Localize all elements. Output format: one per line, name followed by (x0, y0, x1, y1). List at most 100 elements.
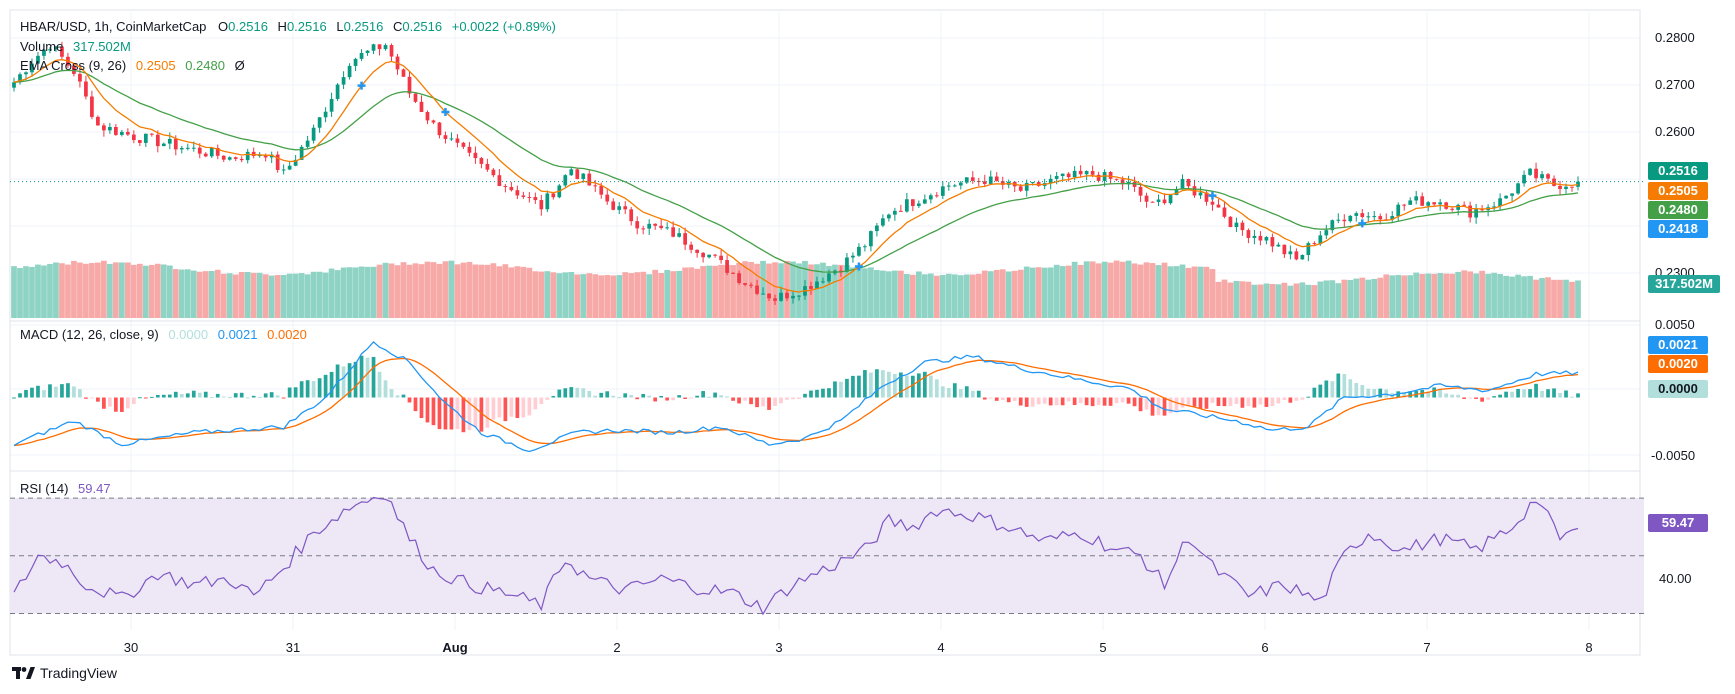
volume-bar (59, 263, 65, 318)
volume-bar (1287, 285, 1294, 318)
volume-bar (598, 275, 605, 318)
macd-hist-bar (48, 384, 52, 398)
volume-bar (724, 265, 730, 318)
macd-hist-bar (557, 389, 562, 398)
volume-bar (23, 266, 29, 318)
volume-bar (898, 270, 904, 318)
macd-hist-bar (749, 397, 753, 405)
volume-bar (490, 263, 497, 318)
volume-bar (981, 270, 988, 318)
candle-body (779, 292, 783, 301)
candle-body (431, 120, 436, 123)
volume-bar (508, 267, 515, 318)
volume-bar (892, 270, 898, 318)
macd-hist-bar (1234, 397, 1239, 404)
volume-bar (328, 268, 335, 318)
candle-body (329, 98, 334, 112)
volume-bar (1077, 264, 1084, 318)
volume-bar (1137, 264, 1144, 318)
candle-body (749, 284, 753, 286)
macd-hist-bar (1372, 388, 1377, 398)
macd-hist-bar (1540, 390, 1544, 398)
macd-hist-bar (479, 397, 484, 432)
candle-body (1510, 193, 1514, 196)
macd-hist-bar (1558, 393, 1562, 398)
candle-body (1408, 200, 1413, 205)
macd-hist-bar (851, 375, 855, 398)
macd-hist-bar (1318, 384, 1323, 398)
volume-bar (1551, 279, 1557, 318)
macd-hist-bar (257, 397, 262, 399)
volume-bar (706, 265, 712, 318)
candle-body (1474, 209, 1478, 218)
volume-bar (568, 271, 575, 318)
brand-logo[interactable]: TradingView (12, 665, 117, 681)
candle-body (473, 152, 478, 159)
volume-bar (400, 262, 407, 318)
volume-bar (83, 263, 89, 318)
macd-hist-bar (695, 395, 699, 398)
volume-bar (1245, 281, 1252, 318)
candle-body (335, 84, 340, 99)
candle-body (1102, 172, 1107, 181)
candle-body (1030, 182, 1035, 184)
volume-bar (430, 262, 437, 318)
macd-hist-bar (1402, 391, 1407, 398)
macd-hist-bar (209, 397, 214, 399)
candle-body (617, 206, 622, 210)
volume-bar (460, 262, 467, 318)
volume-bar (1521, 276, 1527, 318)
macd-hist-bar (988, 397, 993, 399)
volume-bar (640, 271, 647, 318)
candle-body (593, 185, 598, 187)
macd-hist-bar (155, 394, 160, 398)
macd-hist-bar (299, 381, 304, 398)
macd-hist-bar (167, 394, 172, 398)
macd-hist-bar (1138, 397, 1143, 412)
macd-hist-bar (1294, 397, 1299, 401)
macd-hist-bar (545, 397, 550, 400)
volume-bar (1197, 266, 1204, 318)
volume-bar (580, 274, 587, 318)
volume-bar (316, 271, 323, 318)
candle-body (875, 225, 879, 232)
candle-body (1018, 186, 1023, 191)
volume-bar (646, 274, 653, 318)
macd-hist-tag: 0.0000 (1648, 380, 1708, 398)
volume-bar (178, 269, 185, 318)
volume-bar (688, 267, 694, 318)
macd-hist-bar (1528, 389, 1532, 398)
macd-hist-bar (1474, 397, 1478, 399)
macd-hist-bar (281, 397, 286, 399)
macd-hist-bar (599, 392, 604, 398)
candle-body (137, 140, 142, 143)
macd-hist-bar (407, 397, 412, 403)
macd-hist-bar (1030, 397, 1035, 407)
candle-body (665, 227, 670, 229)
change-value: +0.0022 (+0.89%) (451, 19, 556, 34)
macd-hist-bar (527, 397, 532, 416)
volume-bar (538, 271, 545, 318)
candle-body (120, 131, 124, 135)
candle-body (599, 185, 604, 195)
candle-body (725, 260, 729, 273)
candle-body (419, 101, 424, 112)
macd-hist-bar (383, 380, 388, 398)
candle-body (1288, 251, 1293, 255)
volume-bar (993, 269, 1000, 318)
ema-label: EMA Cross (9, 26) (20, 58, 127, 73)
candle-body (677, 233, 682, 237)
volume-bar (999, 269, 1006, 318)
volume-bar (1059, 266, 1066, 318)
macd-histogram (12, 355, 1580, 433)
volume-bar (1449, 273, 1456, 318)
macd-hist-bar (737, 397, 741, 404)
volume-bar (1005, 271, 1012, 318)
candle-body (1282, 244, 1287, 255)
volume-bar (1533, 279, 1539, 318)
rsi-tick: 40.00 (1659, 571, 1692, 586)
candle-body (1348, 215, 1353, 222)
macd-hist-bar (1042, 397, 1047, 404)
macd-hist-bar (497, 397, 502, 418)
